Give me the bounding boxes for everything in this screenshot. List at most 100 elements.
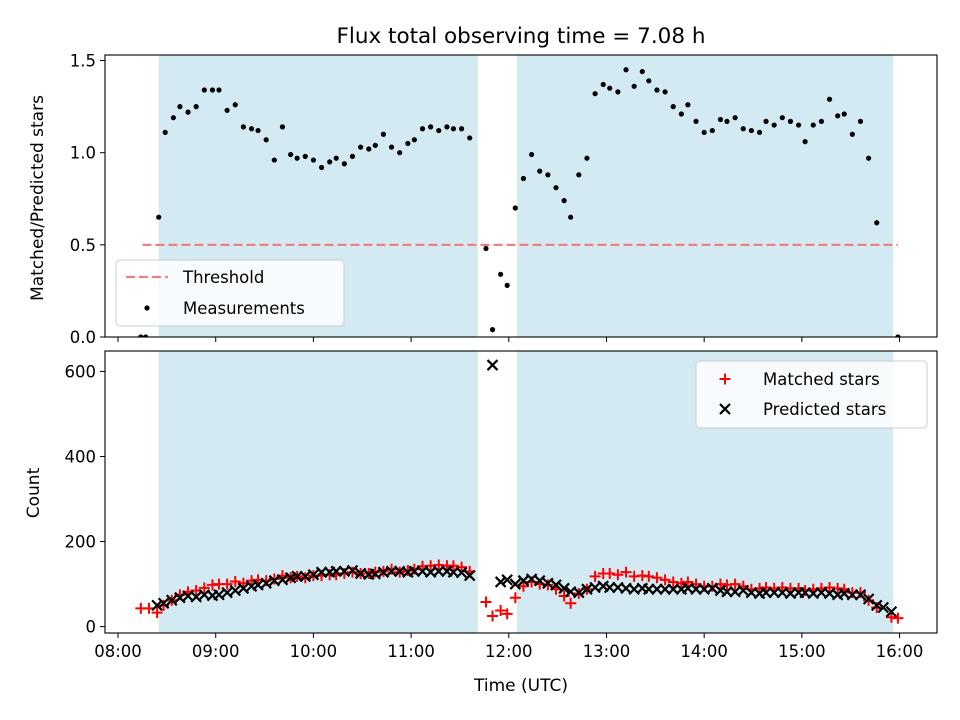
measurement-point — [467, 135, 473, 141]
measurement-point — [483, 245, 489, 252]
measurement-point — [600, 81, 606, 88]
legend-box — [695, 360, 928, 429]
measurement-point — [288, 151, 294, 158]
measurement-point — [802, 139, 808, 145]
matched-star-point — [892, 612, 904, 624]
measurement-point — [388, 144, 395, 150]
measurement-point — [512, 205, 518, 211]
predicted-star-point — [501, 574, 513, 586]
measurement-point — [592, 91, 598, 97]
matched-star-point — [729, 578, 741, 590]
measurement-point — [358, 144, 364, 150]
x-tick-label: 16:00 — [876, 642, 924, 661]
x-tick-label: 15:00 — [778, 642, 826, 661]
measurement-point — [302, 153, 308, 159]
legend-measurement-label: Measurements — [183, 299, 305, 318]
x-tick-label: 10:00 — [290, 642, 338, 661]
matched-star-point — [667, 576, 679, 588]
measurement-point — [584, 155, 590, 161]
measurement-point — [444, 124, 450, 130]
legend: Threshold Measurements — [115, 259, 345, 327]
matched-star-point — [517, 580, 529, 592]
predicted-star-point — [229, 584, 242, 597]
legend: Matched stars Predicted stars — [695, 360, 928, 429]
y-tick-label: 1.0 — [70, 144, 96, 163]
y-tick-label: 200 — [65, 533, 97, 552]
measurement-point — [857, 118, 864, 124]
measurement-point — [678, 111, 684, 117]
predicted-star-point — [190, 591, 202, 603]
measurement-point — [835, 113, 841, 119]
measurement-point — [318, 164, 325, 171]
predicted-star-point — [494, 576, 507, 588]
bottom-y-axis-label: Count — [24, 467, 44, 518]
matched-star-point — [221, 578, 233, 590]
measurement-point — [748, 127, 754, 134]
observing-window — [516, 55, 894, 337]
measurement-point — [895, 334, 901, 337]
measurement-point — [240, 124, 246, 130]
measurement-point — [623, 67, 629, 73]
y-tick-label: 0.5 — [70, 236, 96, 255]
measurement-point — [349, 153, 356, 159]
y-tick-label: 0 — [86, 618, 97, 637]
matched-star-point — [651, 572, 663, 584]
measurement-point — [849, 131, 855, 137]
measurement-point — [232, 102, 238, 108]
y-tick-label: 600 — [65, 362, 97, 381]
measurement-point — [685, 102, 691, 108]
measurement-point — [654, 87, 660, 93]
measurement-point — [366, 146, 372, 152]
measurement-point — [201, 87, 207, 93]
predicted-star-point — [307, 568, 320, 581]
matched-star-point — [509, 592, 521, 604]
measurement-point — [810, 122, 816, 128]
measurement-point — [607, 85, 613, 91]
legend-threshold-label: Threshold — [182, 268, 264, 287]
measurement-point — [568, 214, 574, 220]
plot-frame — [104, 54, 938, 338]
predicted-star-point — [486, 359, 499, 371]
predicted-star-point — [885, 605, 898, 618]
measurement-point — [333, 155, 339, 161]
legend-measurement-swatch — [144, 305, 150, 311]
matched-star-point — [659, 574, 671, 586]
measurement-point — [436, 127, 442, 134]
measurement-point — [615, 89, 621, 95]
predicted-star-point — [213, 588, 225, 601]
ratio-panel: 0.0 0.5 1.0 1.5 Threshold Measurements — [70, 52, 938, 347]
legend-matched-swatch — [719, 373, 731, 385]
measurement-point — [397, 150, 403, 156]
legend-matched-label: Matched stars — [763, 370, 880, 389]
y-tick-label: 1.5 — [70, 52, 96, 71]
predicted-star-point — [550, 579, 562, 591]
x-tick-label: 11:00 — [387, 642, 435, 661]
measurement-point — [561, 198, 567, 204]
matched-star-point — [643, 570, 655, 582]
predicted-star-point — [737, 584, 750, 597]
x-axis-label: Time (UTC) — [473, 676, 568, 696]
legend-predicted-swatch — [719, 403, 731, 415]
measurement-point — [341, 161, 347, 167]
matched-star-point — [589, 570, 601, 582]
predicted-star-point — [237, 582, 250, 595]
measurement-point — [724, 118, 730, 124]
predicted-star-point — [157, 597, 170, 610]
matched-star-point — [675, 577, 687, 589]
measurement-point — [411, 137, 417, 143]
measurement-point — [294, 155, 300, 161]
measurement-point — [740, 126, 746, 132]
measurement-point — [818, 118, 824, 124]
predicted-star-point — [509, 578, 522, 590]
matched-star-point — [346, 566, 358, 578]
predicted-star-point — [854, 588, 867, 601]
measurement-point — [756, 129, 763, 136]
chart-title: Flux total observing time = 7.08 h — [337, 24, 706, 49]
measurement-point — [271, 157, 277, 163]
observing-window — [158, 351, 478, 633]
predicted-star-point — [463, 569, 476, 582]
matched-star-point — [402, 564, 414, 576]
measurement-point — [662, 89, 668, 95]
measurement-point — [841, 111, 847, 117]
matched-star-point — [495, 604, 507, 616]
